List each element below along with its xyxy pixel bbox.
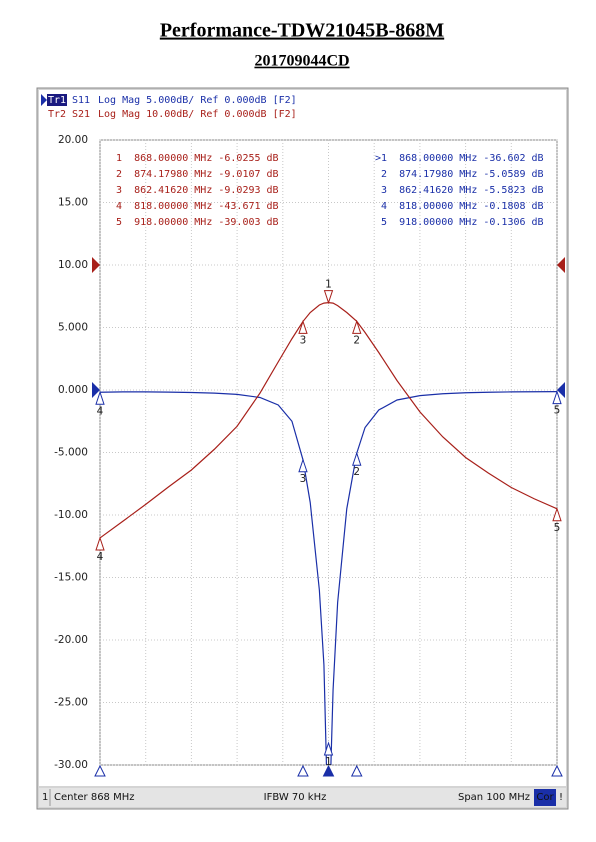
y-tick-label: -10.00 [54, 509, 88, 521]
reference-marker [92, 257, 100, 273]
footer-cor: Cor [536, 792, 554, 803]
marker [352, 319, 362, 334]
marker-readout: 5 918.00000 MHz -39.003 dB [110, 217, 279, 228]
stimulus-marker [94, 764, 106, 777]
reference-marker [92, 382, 100, 398]
footer-cor-bg [534, 789, 556, 806]
stimulus-marker [322, 764, 335, 777]
marker-label: 2 [353, 466, 360, 478]
chart-title: Performance-TDW21045B-868M [160, 20, 444, 42]
marker-label: 2 [353, 334, 360, 346]
y-tick-label: -20.00 [54, 634, 88, 646]
marker-label: 5 [554, 405, 561, 417]
trace-label: Tr1 [48, 95, 66, 106]
marker-label: 3 [300, 334, 307, 346]
trace-format: Log Mag 10.00dB/ Ref 0.000dB [F2] [98, 109, 297, 120]
marker [323, 741, 334, 756]
marker [95, 390, 105, 405]
marker-label: 1 [325, 756, 332, 768]
y-tick-label: -30.00 [54, 759, 88, 771]
stimulus-marker [297, 764, 309, 777]
marker [552, 390, 562, 405]
footer-span: Span 100 MHz [458, 792, 530, 803]
marker-readout: 3 862.41620 MHz -9.0293 dB [110, 185, 279, 196]
marker [352, 451, 362, 466]
marker-readout: 5 918.00000 MHz -0.1306 dB [375, 217, 544, 228]
marker-label: 4 [97, 405, 104, 417]
marker-readout: 2 874.17980 MHz -9.0107 dB [110, 169, 279, 180]
y-tick-label: 20.00 [58, 134, 88, 146]
footer-status: ! [559, 792, 563, 803]
y-tick-label: 5.000 [58, 322, 88, 334]
marker-readout: 4 818.00000 MHz -43.671 dB [110, 201, 279, 212]
marker [323, 290, 334, 305]
footer-channel: 1 [42, 792, 48, 803]
marker-label: 3 [300, 473, 307, 485]
y-tick-label: -5.000 [54, 447, 88, 459]
legend-name: S21 [72, 109, 90, 120]
footer-center: Center 868 MHz [54, 792, 135, 803]
trace-label: Tr2 [48, 109, 66, 120]
footer-ifbw: IFBW 70 kHz [264, 792, 327, 803]
trace-line [100, 391, 557, 765]
y-tick-label: 10.00 [58, 259, 88, 271]
marker [298, 319, 308, 334]
marker-readout: 4 818.00000 MHz -0.1808 dB [375, 201, 544, 212]
marker-label: 5 [554, 522, 561, 534]
marker [95, 536, 105, 551]
marker-readout: 1 868.00000 MHz -6.0255 dB [110, 153, 279, 164]
chart-subtitle: 201709044CD [254, 53, 349, 70]
marker-label: 4 [97, 551, 104, 563]
marker-label: 1 [325, 279, 332, 291]
active-trace-arrow [41, 94, 47, 106]
reference-marker [557, 382, 565, 398]
legend-name: S11 [72, 95, 90, 106]
stimulus-marker [350, 764, 363, 777]
marker-readout: 3 862.41620 MHz -5.5823 dB [375, 185, 544, 196]
y-tick-label: 15.00 [58, 197, 88, 209]
y-tick-label: -15.00 [54, 572, 88, 584]
marker-readout: 2 874.17980 MHz -5.0589 dB [375, 169, 544, 180]
reference-marker [557, 257, 565, 273]
active-trace-highlight [47, 94, 67, 106]
trace-format: Log Mag 5.000dB/ Ref 0.000dB [F2] [98, 95, 297, 106]
y-tick-label: 0.000 [58, 384, 88, 396]
y-tick-label: -25.00 [54, 697, 88, 709]
marker-readout: >1 868.00000 MHz -36.602 dB [375, 153, 544, 164]
status-bar [39, 788, 566, 807]
marker [298, 458, 308, 473]
marker [552, 507, 562, 522]
stimulus-marker [551, 764, 563, 777]
